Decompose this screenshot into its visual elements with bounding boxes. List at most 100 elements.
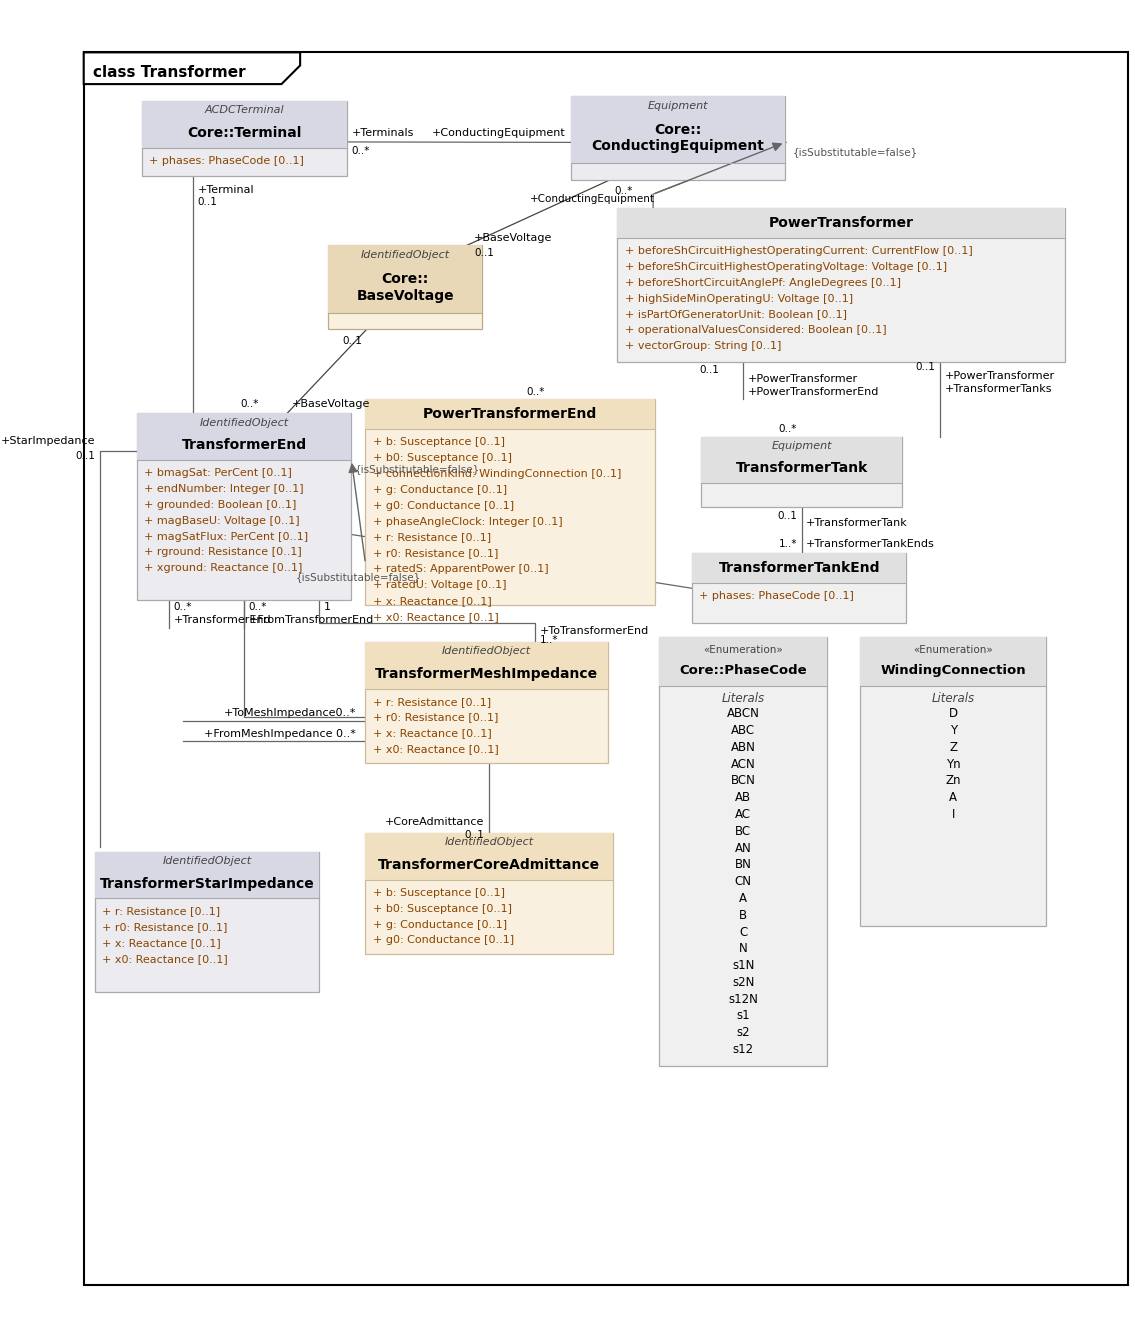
Text: {isSubstitutable=false}: {isSubstitutable=false} [296, 572, 421, 582]
Text: {isSubstitutable=false}: {isSubstitutable=false} [792, 147, 918, 156]
Text: Core::
BaseVoltage: Core:: BaseVoltage [356, 273, 454, 302]
Text: + g0: Conductance [0..1]: + g0: Conductance [0..1] [373, 936, 514, 945]
Text: +ConductingEquipment: +ConductingEquipment [432, 128, 566, 138]
Text: s1: s1 [737, 1009, 750, 1023]
Text: +PowerTransformerEnd: +PowerTransformerEnd [747, 386, 878, 397]
Bar [692, 554, 907, 583]
Text: + r0: Resistance [0..1]: + r0: Resistance [0..1] [373, 548, 498, 559]
Text: 1..*: 1..* [779, 539, 797, 550]
Text: IdentifiedObject: IdentifiedObject [361, 250, 449, 259]
Bar [617, 209, 1065, 238]
Text: + magBaseU: Voltage [0..1]: + magBaseU: Voltage [0..1] [144, 516, 300, 525]
Text: Yn: Yn [945, 758, 960, 770]
Bar [617, 209, 1065, 362]
Text: D: D [949, 707, 958, 721]
Text: A: A [949, 792, 957, 804]
Text: 0..*: 0..* [174, 603, 192, 612]
Text: + phases: PhaseCode [0..1]: + phases: PhaseCode [0..1] [149, 155, 304, 166]
Text: + endNumber: Integer [0..1]: + endNumber: Integer [0..1] [144, 484, 304, 493]
Bar [328, 246, 482, 329]
Text: +FromMeshImpedance 0..*: +FromMeshImpedance 0..* [204, 729, 356, 739]
Text: + b: Susceptance [0..1]: + b: Susceptance [0..1] [373, 437, 505, 448]
Text: + beforeShCircuitHighestOperatingCurrent: CurrentFlow [0..1]: + beforeShCircuitHighestOperatingCurrent… [624, 246, 973, 257]
Text: Core::Terminal: Core::Terminal [187, 126, 302, 139]
Text: 0..1: 0..1 [197, 197, 218, 207]
Text: {isSubstitutable=false}: {isSubstitutable=false} [355, 464, 480, 473]
Bar [659, 638, 827, 686]
Bar [365, 833, 613, 955]
Text: + g0: Conductance [0..1]: + g0: Conductance [0..1] [373, 501, 514, 511]
Text: TransformerStarImpedance: TransformerStarImpedance [100, 877, 314, 890]
Text: IdentifiedObject: IdentifiedObject [200, 417, 288, 428]
Text: TransformerTankEnd: TransformerTankEnd [718, 562, 880, 575]
Bar [860, 638, 1046, 686]
Bar [659, 638, 827, 1067]
Text: + r: Resistance [0..1]: + r: Resistance [0..1] [373, 697, 491, 707]
Bar [137, 413, 352, 460]
Text: + r: Resistance [0..1]: + r: Resistance [0..1] [102, 906, 220, 916]
Bar [692, 554, 907, 623]
Text: IdentifiedObject: IdentifiedObject [445, 837, 533, 848]
Bar [365, 400, 655, 604]
Text: 0..*: 0..* [527, 386, 545, 397]
Text: +Terminal: +Terminal [197, 185, 254, 194]
Text: 0..*: 0..* [249, 603, 267, 612]
Bar [571, 96, 785, 180]
Text: 0..*: 0..* [352, 146, 370, 156]
Text: + phases: PhaseCode [0..1]: + phases: PhaseCode [0..1] [699, 591, 855, 602]
Text: Equipment: Equipment [648, 100, 708, 111]
Text: Core::
ConductingEquipment: Core:: ConductingEquipment [591, 123, 764, 154]
Bar [328, 246, 482, 313]
Text: 0..*: 0..* [614, 186, 632, 197]
Bar [95, 852, 319, 898]
Text: «Enumeration»: «Enumeration» [914, 646, 993, 655]
Text: +Terminals: +Terminals [352, 127, 414, 138]
Text: ABCN: ABCN [726, 707, 759, 721]
Bar [365, 833, 613, 880]
Text: 0..1: 0..1 [474, 247, 494, 258]
Bar [365, 642, 608, 689]
Text: IdentifiedObject: IdentifiedObject [162, 856, 252, 866]
Text: 0..1: 0..1 [464, 830, 485, 840]
Text: ACN: ACN [731, 758, 756, 770]
Text: ACDCTerminal: ACDCTerminal [204, 106, 284, 115]
Text: + xground: Reactance [0..1]: + xground: Reactance [0..1] [144, 563, 303, 574]
Text: AB: AB [735, 792, 751, 804]
Text: BN: BN [734, 858, 751, 872]
Text: Literals: Literals [722, 693, 765, 706]
Text: +FromTransformerEnd: +FromTransformerEnd [249, 615, 375, 626]
Text: + phaseAngleClock: Integer [0..1]: + phaseAngleClock: Integer [0..1] [373, 516, 563, 527]
Text: Zn: Zn [945, 774, 961, 787]
Bar [860, 638, 1046, 927]
Text: 0..1: 0..1 [75, 452, 95, 461]
Text: + bmagSat: PerCent [0..1]: + bmagSat: PerCent [0..1] [144, 468, 292, 479]
Text: +TransformerTank: +TransformerTank [806, 517, 908, 528]
Text: N: N [739, 943, 748, 956]
Text: C: C [739, 925, 747, 939]
Text: TransformerTank: TransformerTank [735, 461, 867, 476]
Bar [701, 437, 902, 507]
Text: I: I [951, 808, 955, 821]
Bar [365, 400, 655, 429]
Text: 1: 1 [323, 603, 331, 612]
Text: +ToMeshImpedance0..*: +ToMeshImpedance0..* [224, 709, 356, 718]
Text: +StarImpedance: +StarImpedance [0, 436, 95, 447]
Text: 1..*: 1..* [540, 635, 558, 644]
Bar [365, 642, 608, 763]
Text: + r: Resistance [0..1]: + r: Resistance [0..1] [373, 532, 491, 543]
Text: + isPartOfGeneratorUnit: Boolean [0..1]: + isPartOfGeneratorUnit: Boolean [0..1] [624, 309, 847, 320]
Text: 0..1: 0..1 [915, 362, 935, 372]
Text: 0..*: 0..* [241, 398, 259, 409]
Text: + g: Conductance [0..1]: + g: Conductance [0..1] [373, 485, 507, 495]
Text: Core::PhaseCode: Core::PhaseCode [680, 664, 807, 678]
Text: + b0: Susceptance [0..1]: + b0: Susceptance [0..1] [373, 453, 512, 463]
Text: +PowerTransformer: +PowerTransformer [747, 374, 857, 384]
Text: + b: Susceptance [0..1]: + b: Susceptance [0..1] [373, 888, 505, 898]
Text: PowerTransformerEnd: PowerTransformerEnd [423, 408, 597, 421]
Bar [142, 100, 347, 147]
Text: + magSatFlux: PerCent [0..1]: + magSatFlux: PerCent [0..1] [144, 532, 309, 541]
Text: +PowerTransformer: +PowerTransformer [944, 372, 1054, 381]
Text: TransformerEnd: TransformerEnd [182, 439, 306, 452]
Polygon shape [84, 52, 300, 84]
Bar [137, 413, 352, 600]
